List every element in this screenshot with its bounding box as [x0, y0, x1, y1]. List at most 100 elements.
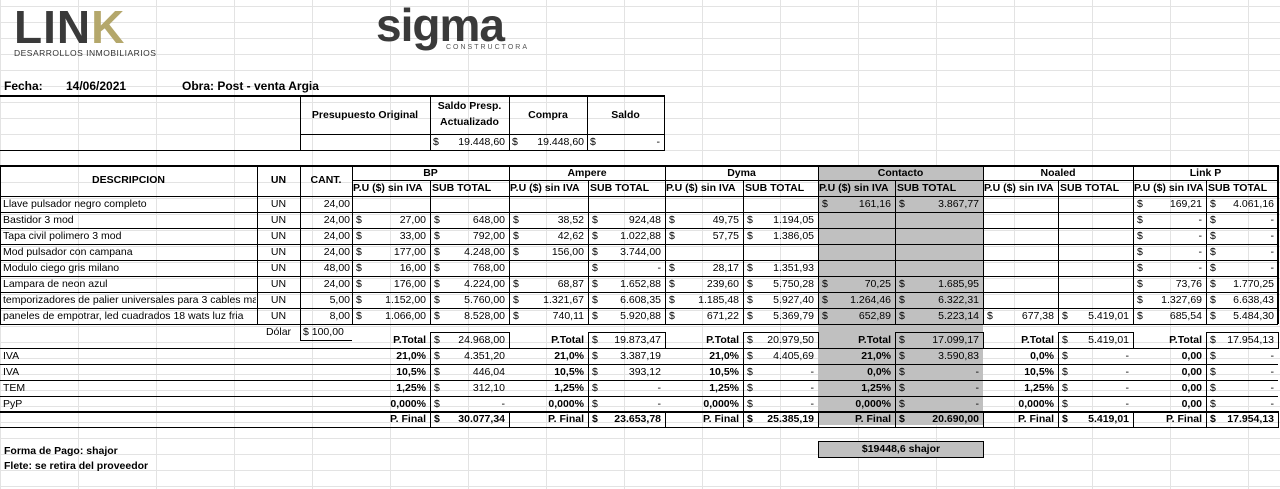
currency-sign: $	[1137, 198, 1143, 210]
currency-sign: $	[899, 382, 905, 394]
summary-currency: $	[433, 136, 439, 148]
table-rule	[0, 95, 665, 96]
currency-sign: $	[1062, 334, 1068, 346]
currency-sign: $	[356, 278, 362, 290]
currency-sign: $	[822, 278, 828, 290]
currency-sign: $	[592, 246, 598, 258]
currency-sign: $	[987, 310, 993, 322]
supplier-header: Ampere	[567, 167, 607, 179]
item-unit: UN	[270, 246, 287, 258]
unit-price: 177,00	[393, 246, 426, 258]
currency-sign: $	[434, 350, 440, 362]
currency-sign: $	[434, 230, 440, 242]
col-un: UN	[270, 174, 287, 186]
table-rule	[0, 212, 1278, 213]
pfinal-label: P. Final	[855, 413, 891, 425]
currency-sign: $	[899, 334, 905, 346]
currency-sign: $	[356, 310, 362, 322]
tax-amount: -	[1270, 366, 1275, 378]
currency-sign: $	[747, 334, 753, 346]
unit-price: 1.152,00	[385, 294, 426, 306]
pfinal-value: 25.385,19	[767, 413, 814, 425]
currency-sign: $	[592, 214, 598, 226]
table-rule	[664, 95, 665, 151]
pfinal-value: 5.419,01	[1088, 413, 1129, 425]
col-pu: P.U ($) sin IVA	[819, 182, 889, 194]
currency-sign: $	[1062, 366, 1068, 378]
ptotal-box	[1206, 332, 1279, 349]
unit-price: 677,38	[1021, 310, 1054, 322]
subtotal: -	[1270, 230, 1275, 242]
item-description: temporizadores de palier universales par…	[3, 294, 256, 306]
table-rule	[300, 340, 352, 341]
tax-name: IVA	[3, 350, 20, 362]
col-subtotal: SUB TOTAL	[1060, 182, 1120, 194]
tax-rate: 0,000%	[855, 398, 891, 410]
currency-sign: $	[434, 294, 440, 306]
subtotal: 5.369,79	[773, 310, 814, 322]
subtotal: 6.322,31	[938, 294, 979, 306]
unit-price: -	[1198, 214, 1203, 226]
pfinal-value: 17.954,13	[1227, 413, 1274, 425]
table-rule	[430, 348, 431, 412]
unit-price: 169,21	[1169, 198, 1202, 210]
table-rule	[300, 165, 301, 324]
table-rule	[509, 165, 510, 324]
tax-name: IVA	[3, 366, 20, 378]
tax-amount: -	[975, 366, 980, 378]
currency-sign: $	[592, 262, 598, 274]
summary-compra-value: 19.448,60	[537, 136, 584, 148]
tax-rate: 1,25%	[861, 382, 891, 394]
unit-price: 27,00	[399, 214, 426, 226]
unit-price: 1.327,69	[1161, 294, 1202, 306]
col-pu: P.U ($) sin IVA	[1134, 182, 1204, 194]
currency-sign: $	[1210, 214, 1216, 226]
subtotal: 768,00	[472, 262, 505, 274]
pfinal-label: P. Final	[548, 413, 584, 425]
currency-sign: $	[592, 278, 598, 290]
currency-sign: $	[1062, 382, 1068, 394]
currency-sign: $	[434, 334, 440, 346]
tax-rate: 21,0%	[861, 350, 891, 362]
currency-sign: $	[434, 398, 440, 410]
subtotal: 648,00	[472, 214, 505, 226]
tax-rate: 10,5%	[709, 366, 739, 378]
ptotal-label: P.Total	[551, 334, 584, 346]
subtotal: 1.770,25	[1233, 278, 1274, 290]
currency-sign: $	[822, 198, 828, 210]
tax-rate: 10,5%	[396, 366, 426, 378]
unit-price: -	[1198, 230, 1203, 242]
item-unit: UN	[270, 198, 287, 210]
col-subtotal: SUB TOTAL	[897, 182, 957, 194]
currency-sign: $	[1137, 310, 1143, 322]
item-description: Mod pulsador con campana	[3, 246, 133, 258]
currency-sign: $	[669, 310, 675, 322]
currency-sign: $	[434, 246, 440, 258]
subtotal: 924,48	[628, 214, 661, 226]
subtotal: 1.351,93	[773, 262, 814, 274]
ptotal-label: P.Total	[858, 334, 891, 346]
unit-price: -	[1198, 246, 1203, 258]
tax-rate: 1,25%	[709, 382, 739, 394]
tax-amount: 3.590,83	[938, 350, 979, 362]
table-rule	[0, 364, 1278, 365]
currency-sign: $	[747, 230, 753, 242]
currency-sign: $	[899, 278, 905, 290]
subtotal: 1.194,05	[773, 214, 814, 226]
subtotal: 1.685,95	[938, 278, 979, 290]
table-rule	[743, 180, 744, 324]
item-description: Llave pulsador negro completo	[3, 198, 147, 210]
summary-saldo-presp-value: 19.448,60	[458, 136, 505, 148]
tax-rate: 0,000%	[390, 398, 426, 410]
pfinal-box	[588, 411, 666, 428]
col-subtotal: SUB TOTAL	[1208, 182, 1268, 194]
currency-sign: $	[1210, 413, 1216, 425]
currency-sign: $	[592, 350, 598, 362]
currency-sign: $	[592, 413, 598, 425]
currency-sign: $	[1210, 334, 1216, 346]
table-rule	[0, 196, 1278, 197]
table-rule	[1278, 165, 1279, 324]
col-pu: P.U ($) sin IVA	[666, 182, 736, 194]
table-rule	[895, 180, 896, 324]
tax-amount: -	[975, 398, 980, 410]
